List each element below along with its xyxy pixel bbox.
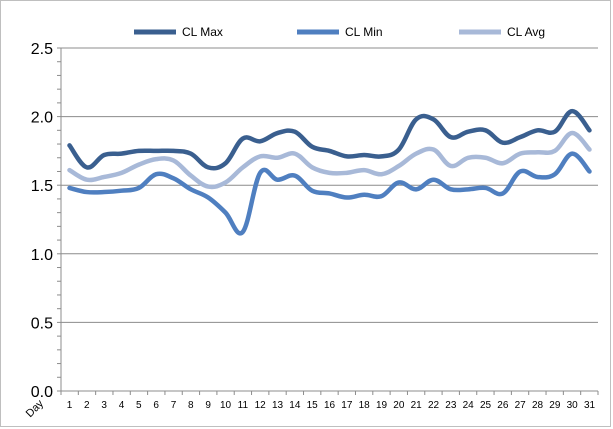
x-tick-label-1: 1 — [67, 400, 73, 411]
legend-label-cl-max: CL Max — [182, 25, 223, 39]
x-tick-label-20: 20 — [393, 400, 405, 411]
x-tick-label-2: 2 — [84, 400, 90, 411]
series-line-cl-max — [67, 108, 592, 171]
x-tick-label-18: 18 — [359, 400, 371, 411]
x-tick-label-30: 30 — [567, 400, 579, 411]
axes: 0.00.51.01.52.02.51 2 3 4 5 6 7 8 9 10 11 12 13 14 15 1… — [24, 41, 599, 420]
legend-label-cl-avg: CL Avg — [507, 25, 545, 39]
x-tick-label-22: 22 — [428, 400, 440, 411]
x-tick-label-29: 29 — [549, 400, 561, 411]
x-tick-label-6: 6 — [153, 400, 159, 411]
y-tick-label-1.0: 1.0 — [31, 247, 53, 264]
series-line-cl-avg — [67, 130, 592, 190]
x-tick-label-23: 23 — [445, 400, 457, 411]
x-tick-label-28: 28 — [532, 400, 544, 411]
x-tick-label-11: 11 — [238, 400, 249, 411]
x-tick-label-12: 12 — [255, 400, 267, 411]
x-tick-label-21: 21 — [411, 400, 423, 411]
x-tick-label-16: 16 — [324, 400, 336, 411]
x-tick-label-13: 13 — [272, 400, 284, 411]
legend: CL Max CL Min CL Avg — [134, 25, 545, 39]
gridlines — [61, 47, 598, 323]
series-line-cl-min — [67, 151, 592, 236]
x-tick-label-27: 27 — [515, 400, 527, 411]
legend-label-cl-min: CL Min — [345, 25, 383, 39]
x-tick-label-9: 9 — [205, 400, 211, 411]
x-tick-label-14: 14 — [289, 400, 301, 411]
y-tick-label-2.5: 2.5 — [31, 41, 53, 58]
y-tick-label-1.5: 1.5 — [31, 178, 53, 195]
x-tick-label-26: 26 — [497, 400, 509, 411]
x-tick-label-4: 4 — [119, 400, 125, 411]
series-lines — [67, 108, 592, 236]
x-tick-label-25: 25 — [480, 400, 492, 411]
x-tick-label-8: 8 — [188, 400, 194, 411]
x-tick-label-5: 5 — [136, 400, 142, 411]
x-tick-label-3: 3 — [101, 400, 107, 411]
x-tick-label-24: 24 — [463, 400, 475, 411]
x-tick-label-31: 31 — [584, 400, 596, 411]
x-tick-label-17: 17 — [341, 400, 353, 411]
y-tick-label-2.0: 2.0 — [31, 110, 53, 127]
x-tick-label-19: 19 — [376, 400, 388, 411]
x-tick-label-7: 7 — [171, 400, 177, 411]
y-tick-label-0.5: 0.5 — [31, 315, 53, 332]
x-tick-label-10: 10 — [220, 400, 232, 411]
x-tick-label-15: 15 — [307, 400, 319, 411]
y-tick-label-0.0: 0.0 — [31, 384, 53, 401]
